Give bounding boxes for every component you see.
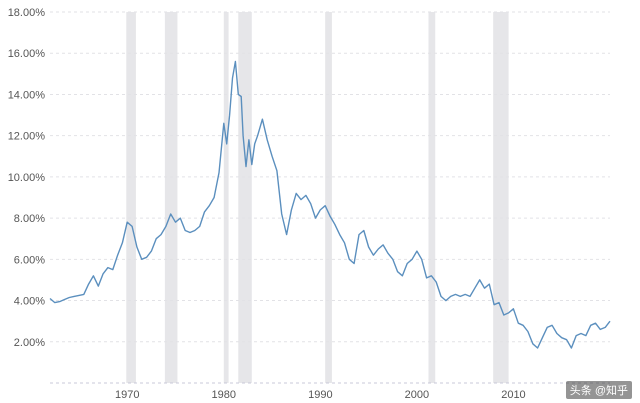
- y-tick-label: 14.00%: [8, 89, 46, 101]
- y-tick-label: 6.00%: [14, 254, 45, 266]
- recession-band-1: [126, 12, 136, 383]
- y-tick-label: 12.00%: [8, 131, 46, 143]
- recession-shading: [126, 12, 509, 383]
- series-layer: [49, 60, 611, 349]
- x-axis-tick-labels: 1970 1980 1990 2000 2010: [115, 389, 526, 401]
- x-tick-label: 2000: [405, 389, 429, 401]
- y-tick-label: 4.00%: [14, 296, 45, 308]
- y-tick-label: 2.00%: [14, 337, 45, 349]
- y-axis-tick-labels: 2.00% 4.00% 6.00% 8.00% 10.00% 12.00% 14.00% 16…: [8, 7, 46, 349]
- x-tick-label: 1990: [308, 389, 332, 401]
- series-line-1: [49, 60, 611, 349]
- y-tick-label: 16.00%: [8, 48, 46, 60]
- x-tick-label: 2010: [501, 389, 525, 401]
- x-tick-label: 1970: [115, 389, 139, 401]
- recession-band-5: [325, 12, 332, 383]
- recession-band-7: [493, 12, 509, 383]
- recession-band-3: [223, 12, 229, 383]
- y-tick-label: 8.00%: [14, 213, 45, 225]
- x-tick-label: 1980: [212, 389, 236, 401]
- watermark: 头条 @知乎: [565, 381, 632, 399]
- y-tick-label: 18.00%: [8, 7, 46, 19]
- recession-band-6: [428, 12, 436, 383]
- recession-band-2: [164, 12, 178, 383]
- recession-band-4: [238, 12, 252, 383]
- y-tick-label: 10.00%: [8, 172, 46, 184]
